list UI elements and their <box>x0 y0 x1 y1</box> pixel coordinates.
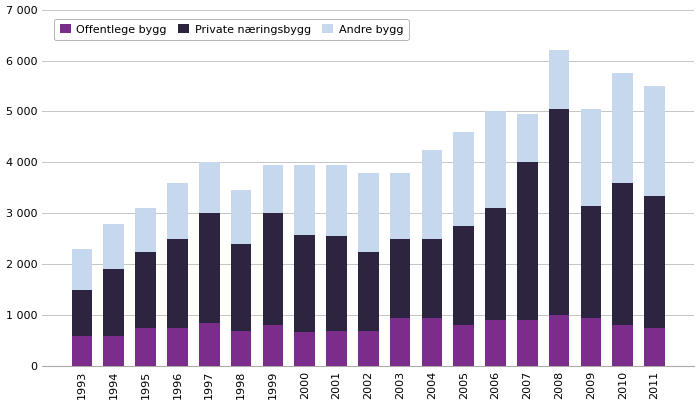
Bar <box>294 235 315 332</box>
Bar <box>580 318 601 366</box>
Bar <box>231 244 251 330</box>
Bar <box>262 165 284 213</box>
Bar <box>485 111 506 208</box>
Bar <box>326 165 346 236</box>
Bar <box>167 328 188 366</box>
Bar <box>549 50 569 109</box>
Bar <box>485 208 506 320</box>
Bar <box>517 320 538 366</box>
Bar <box>104 336 124 366</box>
Bar <box>358 330 379 366</box>
Bar <box>390 318 410 366</box>
Bar <box>612 73 633 183</box>
Bar <box>421 239 442 318</box>
Bar <box>135 328 156 366</box>
Bar <box>580 109 601 206</box>
Bar <box>390 173 410 239</box>
Bar <box>262 213 284 326</box>
Bar <box>135 252 156 328</box>
Legend: Offentlege bygg, Private næringsbygg, Andre bygg: Offentlege bygg, Private næringsbygg, An… <box>54 19 409 40</box>
Bar <box>262 326 284 366</box>
Bar <box>71 249 92 290</box>
Bar <box>644 328 665 366</box>
Bar <box>549 109 569 315</box>
Bar <box>549 315 569 366</box>
Bar <box>294 165 315 235</box>
Bar <box>358 173 379 252</box>
Bar <box>517 114 538 162</box>
Bar <box>644 196 665 328</box>
Bar <box>199 162 220 213</box>
Bar <box>454 132 474 226</box>
Bar <box>390 239 410 318</box>
Bar <box>71 290 92 336</box>
Bar <box>612 183 633 326</box>
Bar <box>644 86 665 196</box>
Bar <box>199 213 220 323</box>
Bar <box>167 183 188 239</box>
Bar <box>517 162 538 320</box>
Bar <box>421 318 442 366</box>
Bar <box>135 208 156 252</box>
Bar <box>231 330 251 366</box>
Bar <box>199 323 220 366</box>
Bar <box>612 326 633 366</box>
Bar <box>167 239 188 328</box>
Bar <box>454 326 474 366</box>
Bar <box>231 190 251 244</box>
Bar <box>454 226 474 326</box>
Bar <box>326 330 346 366</box>
Bar <box>421 150 442 239</box>
Bar <box>358 252 379 330</box>
Bar <box>326 236 346 330</box>
Bar <box>485 320 506 366</box>
Bar <box>294 332 315 366</box>
Bar <box>104 224 124 269</box>
Bar <box>580 206 601 318</box>
Bar <box>104 269 124 336</box>
Bar <box>71 336 92 366</box>
